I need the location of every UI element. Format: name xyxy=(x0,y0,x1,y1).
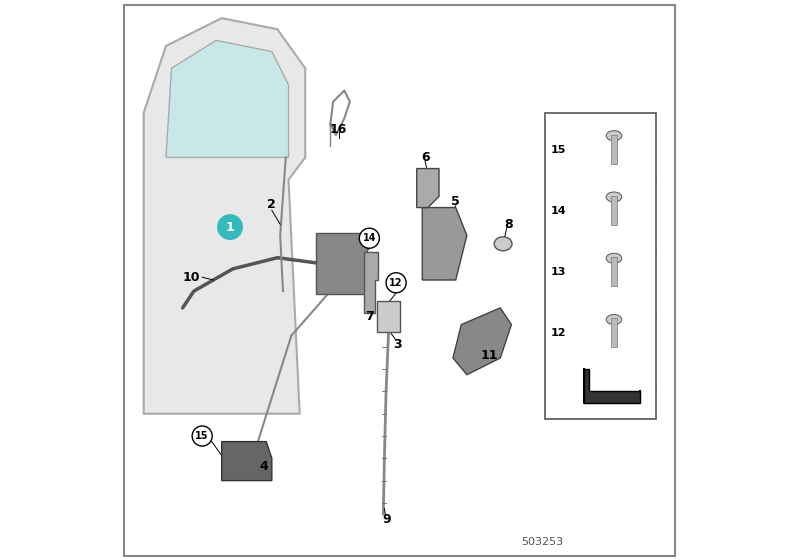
Polygon shape xyxy=(584,369,640,403)
Circle shape xyxy=(218,215,242,239)
Text: 4: 4 xyxy=(259,460,268,473)
FancyBboxPatch shape xyxy=(377,301,400,332)
Circle shape xyxy=(359,228,379,248)
FancyBboxPatch shape xyxy=(545,113,656,419)
Polygon shape xyxy=(166,40,289,157)
Text: 2: 2 xyxy=(267,198,276,211)
FancyBboxPatch shape xyxy=(610,134,618,164)
Text: 8: 8 xyxy=(504,218,513,231)
Text: 14: 14 xyxy=(551,206,566,216)
FancyBboxPatch shape xyxy=(610,196,618,225)
Text: 6: 6 xyxy=(421,151,430,164)
Text: 3: 3 xyxy=(393,338,402,351)
Text: 16: 16 xyxy=(330,123,347,136)
Text: 503253: 503253 xyxy=(521,538,563,548)
Ellipse shape xyxy=(606,130,622,141)
Polygon shape xyxy=(364,252,378,314)
Polygon shape xyxy=(144,18,306,414)
Polygon shape xyxy=(453,308,511,375)
Polygon shape xyxy=(422,208,467,280)
Polygon shape xyxy=(417,169,439,208)
Text: 15: 15 xyxy=(551,144,566,155)
Text: 10: 10 xyxy=(182,270,200,284)
Text: 13: 13 xyxy=(551,267,566,277)
Text: 12: 12 xyxy=(551,329,566,338)
Ellipse shape xyxy=(606,315,622,325)
Ellipse shape xyxy=(494,237,512,251)
Text: 7: 7 xyxy=(365,310,374,323)
Text: 12: 12 xyxy=(390,278,403,288)
Text: 11: 11 xyxy=(481,349,498,362)
Text: 5: 5 xyxy=(451,195,460,208)
FancyBboxPatch shape xyxy=(610,257,618,286)
Text: 1: 1 xyxy=(226,221,234,234)
Text: 9: 9 xyxy=(382,513,391,526)
Text: 14: 14 xyxy=(362,233,376,243)
Ellipse shape xyxy=(606,253,622,263)
Circle shape xyxy=(386,273,406,293)
Text: 15: 15 xyxy=(195,431,209,441)
Ellipse shape xyxy=(606,192,622,202)
FancyBboxPatch shape xyxy=(610,319,618,347)
Circle shape xyxy=(192,426,212,446)
Polygon shape xyxy=(222,442,272,480)
FancyBboxPatch shape xyxy=(124,5,674,556)
FancyBboxPatch shape xyxy=(317,232,366,294)
